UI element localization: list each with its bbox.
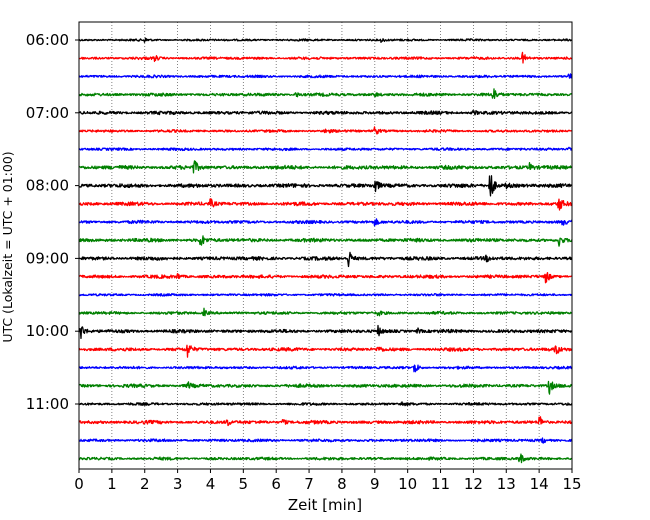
- y-tick-label: 09:00: [26, 249, 69, 267]
- trace-0745: [78, 160, 573, 174]
- trace-0800: [78, 175, 573, 197]
- trace-1015: [78, 344, 573, 358]
- trace-0730: [78, 146, 573, 152]
- y-axis: 06:00 07:00 08:00 09:00 10:00 11:00: [26, 31, 79, 413]
- trace-1030: [78, 364, 573, 373]
- trace-1045: [78, 380, 573, 395]
- x-tick-label: 8: [337, 475, 347, 493]
- trace-0600: [78, 37, 573, 44]
- trace-0830: [78, 218, 573, 227]
- x-tick-label: 4: [206, 475, 216, 493]
- grid-lines: [111, 22, 540, 469]
- x-axis: 0 1 2 3 4 5 6 7 8 9 10 11 12 13 14 15: [74, 469, 582, 493]
- trace-0930: [78, 292, 573, 297]
- x-tick-label: 11: [431, 475, 450, 493]
- x-tick-label: 3: [173, 475, 183, 493]
- x-axis-label: Zeit [min]: [288, 496, 362, 514]
- trace-0615: [78, 51, 573, 64]
- trace-1115: [78, 416, 573, 427]
- y-tick-label: 06:00: [26, 31, 69, 49]
- x-tick-label: 0: [74, 475, 84, 493]
- trace-0845: [78, 235, 573, 247]
- x-tick-label: 14: [530, 475, 549, 493]
- trace-0815: [78, 198, 573, 211]
- x-tick-label: 9: [370, 475, 380, 493]
- trace-0915: [78, 271, 573, 284]
- y-tick-label: 07:00: [26, 104, 69, 122]
- x-tick-label: 6: [271, 475, 281, 493]
- trace-0700: [78, 109, 573, 116]
- x-tick-label: 2: [140, 475, 150, 493]
- trace-0645: [78, 88, 573, 100]
- trace-1000: [78, 324, 573, 340]
- trace-1130: [78, 437, 573, 444]
- y-tick-label: 11:00: [26, 395, 69, 413]
- x-tick-label: 10: [398, 475, 417, 493]
- trace-1145: [78, 453, 573, 464]
- trace-0900: [78, 251, 573, 268]
- trace-0715: [78, 126, 573, 135]
- y-tick-label: 10:00: [26, 322, 69, 340]
- y-tick-label: 08:00: [26, 177, 69, 195]
- x-tick-label: 15: [562, 475, 581, 493]
- trace-1100: [78, 401, 573, 407]
- x-tick-label: 1: [107, 475, 117, 493]
- x-tick-label: 13: [497, 475, 516, 493]
- x-tick-label: 7: [304, 475, 314, 493]
- x-tick-label: 12: [464, 475, 483, 493]
- plot-frame: [78, 21, 573, 470]
- trace-0630: [78, 73, 573, 79]
- trace-group: [78, 37, 573, 464]
- y-axis-label: UTC (Lokalzeit = UTC + 01:00): [0, 151, 15, 342]
- trace-0945: [78, 307, 573, 317]
- x-tick-label: 5: [239, 475, 249, 493]
